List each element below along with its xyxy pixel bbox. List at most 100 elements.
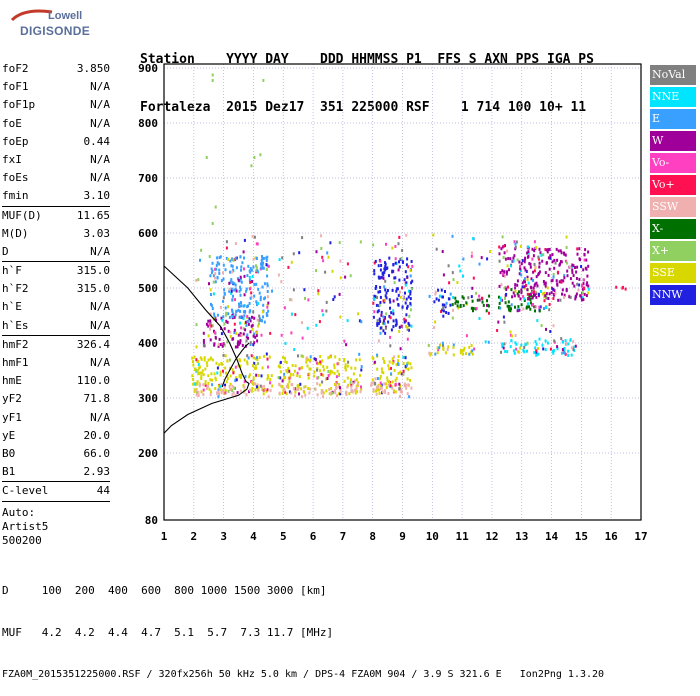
echo-point xyxy=(459,348,462,352)
echo-point xyxy=(210,293,212,296)
echo-point xyxy=(298,251,301,255)
echo-point xyxy=(398,329,401,333)
param-value: 71.8 xyxy=(83,392,111,406)
echo-point xyxy=(217,388,220,392)
echo-point xyxy=(383,267,386,271)
echo-point xyxy=(268,355,271,359)
echo-point xyxy=(228,315,231,319)
echo-point xyxy=(406,275,409,279)
echo-point xyxy=(397,359,400,363)
echo-point xyxy=(548,308,551,312)
echo-point xyxy=(461,295,464,299)
echo-point xyxy=(380,310,383,314)
echo-point xyxy=(437,298,440,302)
echo-point xyxy=(307,387,310,390)
echo-point xyxy=(197,363,200,367)
echo-point xyxy=(385,386,388,390)
echo-point xyxy=(572,264,575,268)
echo-point xyxy=(470,295,473,299)
echo-point xyxy=(327,356,330,360)
echo-point xyxy=(239,309,242,313)
echo-point xyxy=(321,359,324,363)
echo-point xyxy=(231,315,234,318)
echo-point xyxy=(529,307,532,311)
echo-point xyxy=(568,295,571,299)
echo-point xyxy=(267,375,270,379)
echo-point xyxy=(197,278,200,282)
echo-point xyxy=(322,391,325,395)
echo-point xyxy=(249,343,252,346)
echo-point xyxy=(405,366,408,370)
echo-point xyxy=(585,283,588,287)
profile-curves xyxy=(163,265,250,434)
echo-point xyxy=(435,297,438,301)
echo-point xyxy=(388,314,391,318)
echo-point xyxy=(506,270,508,274)
echo-point xyxy=(316,382,319,386)
echo-point xyxy=(498,284,501,288)
echo-point xyxy=(246,314,249,318)
echo-point xyxy=(527,297,530,301)
echo-point xyxy=(388,274,390,278)
echo-point xyxy=(532,286,535,290)
logo-line1: Lowell xyxy=(48,10,83,22)
echo-point xyxy=(397,362,400,366)
echo-point xyxy=(199,371,202,375)
echo-point xyxy=(405,386,408,390)
echo-point xyxy=(226,359,229,363)
echo-point xyxy=(215,267,218,271)
echo-point xyxy=(231,257,234,261)
echo-point xyxy=(514,289,517,293)
echo-point xyxy=(399,394,401,398)
echo-point xyxy=(285,392,288,396)
param-value: N/A xyxy=(90,410,110,424)
echo-point xyxy=(585,294,588,298)
x-tick-label: 12 xyxy=(485,530,498,543)
echo-point xyxy=(194,389,197,393)
echo-point xyxy=(408,328,410,332)
param-row: fmin 3.10 xyxy=(2,187,110,205)
echo-point xyxy=(409,362,412,366)
echo-point xyxy=(278,258,281,262)
param-row: foF2 3.850 xyxy=(2,60,110,78)
echo-point xyxy=(224,366,227,370)
echo-point xyxy=(535,281,538,285)
echo-point xyxy=(337,385,340,389)
echo-point xyxy=(346,376,349,380)
echo-point xyxy=(397,371,400,375)
echo-point xyxy=(403,382,406,386)
echo-point xyxy=(248,301,251,305)
echo-point xyxy=(316,368,318,372)
echo-point xyxy=(207,384,210,388)
echo-point xyxy=(235,266,238,270)
echo-point xyxy=(438,346,441,350)
echo-point xyxy=(217,390,220,394)
x-tick-label: 10 xyxy=(426,530,439,543)
echo-point xyxy=(518,308,521,312)
echo-point xyxy=(207,319,210,323)
echo-point xyxy=(196,391,198,395)
echo-point xyxy=(290,260,293,264)
echo-point xyxy=(389,316,392,320)
echo-point xyxy=(405,313,408,317)
echo-point xyxy=(243,238,246,242)
echo-point xyxy=(498,252,501,256)
echo-point xyxy=(523,285,526,289)
echo-point xyxy=(248,278,251,282)
echo-point xyxy=(238,358,241,361)
param-key: B1 xyxy=(2,465,16,479)
echo-point xyxy=(436,346,439,350)
echo-point xyxy=(519,346,522,350)
echo-point xyxy=(511,259,514,263)
echo-point xyxy=(339,390,342,394)
echo-point xyxy=(580,295,583,299)
echo-point xyxy=(266,304,269,307)
echo-point xyxy=(255,366,258,370)
echo-point xyxy=(328,392,331,396)
echo-point xyxy=(510,303,513,307)
param-row: h`F2 315.0 xyxy=(2,280,110,298)
echo-point xyxy=(334,391,337,395)
echo-point xyxy=(471,352,474,356)
echo-point xyxy=(392,312,395,316)
echo-point xyxy=(336,394,338,398)
